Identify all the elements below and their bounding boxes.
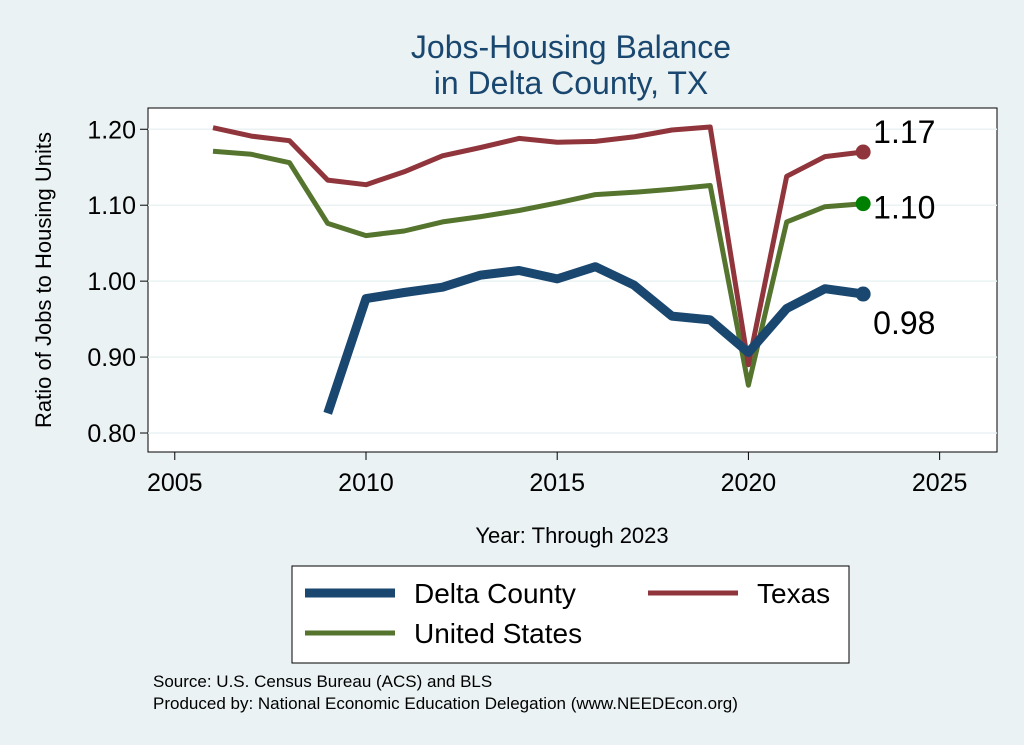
legend-label-texas: Texas [757,578,830,609]
x-tick-label: 2010 [338,469,394,497]
y-tick-label: 1.10 [87,192,136,220]
legend-box [291,565,850,664]
end-marker-delta-county [855,286,871,302]
y-tick-label: 0.80 [87,420,136,448]
x-tick-label: 2015 [529,469,585,497]
gridlines [148,128,997,434]
produced-by-note: Produced by: National Economic Education… [153,694,738,713]
series-lines [212,124,864,415]
y-tick-label: 1.20 [87,116,136,144]
source-note: Source: U.S. Census Bureau (ACS) and BLS [153,672,492,691]
end-label-united-states: 1.10 [873,190,935,226]
end-marker-texas [855,144,871,160]
legend: Delta County Texas United States [291,565,850,664]
end-label-delta-county: 0.98 [873,305,935,341]
end-label-texas: 1.17 [873,114,935,150]
x-tick-label: 2020 [721,469,777,497]
chart-subtitle: in Delta County, TX [434,65,709,101]
y-tick-label: 0.90 [87,344,136,372]
x-axis-title: Year: Through 2023 [475,523,668,548]
y-axis-title: Ratio of Jobs to Housing Units [31,132,56,428]
legend-label-delta-county: Delta County [414,578,576,609]
series-line-texas [212,124,864,368]
x-tick-label: 2005 [147,469,203,497]
y-tick-label: 1.00 [87,268,136,296]
series-line-delta-county [323,262,864,415]
end-marker-united-states [855,196,871,212]
x-tick-label: 2025 [912,469,968,497]
end-markers [855,144,871,302]
axes: 0.80 0.90 1.00 1.10 1.20 2005 2010 2015 2020 2025 [87,116,967,497]
legend-label-united-states: United States [414,618,582,649]
end-labels: 0.98 1.17 1.10 [873,114,935,341]
chart-title: Jobs-Housing Balance [411,29,731,65]
series-line-united-states [212,148,864,388]
